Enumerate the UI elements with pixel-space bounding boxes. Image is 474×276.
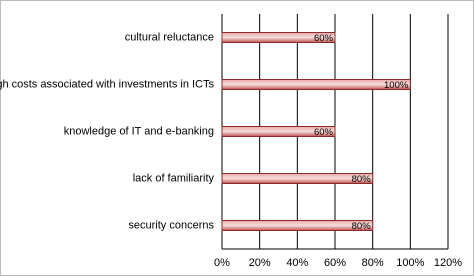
x-tick-label: 40% [286,257,308,269]
value-label: 100% [384,80,409,91]
y-tick-label: high costs associated with investments i… [0,78,214,90]
x-tick-label: 100% [396,257,424,269]
x-tick-label: 80% [362,257,384,269]
y-tick-label: cultural reluctance [125,31,214,43]
value-label: 80% [352,174,372,185]
y-tick-label: security concerns [128,219,214,231]
y-tick-label: knowledge of IT and e-banking [64,125,214,137]
x-tick-label: 0% [214,257,230,269]
bar [221,79,411,90]
bar [221,126,336,137]
value-label: 60% [314,33,334,44]
bar [221,220,374,231]
value-label: 80% [352,221,372,232]
y-tick-label: lack of familiarity [133,172,215,184]
bar [221,173,374,184]
x-tick-label: 60% [324,257,346,269]
x-tick-label: 20% [249,257,271,269]
x-tick-label: 120% [434,257,462,269]
bar [221,32,336,43]
value-label: 60% [314,127,334,138]
